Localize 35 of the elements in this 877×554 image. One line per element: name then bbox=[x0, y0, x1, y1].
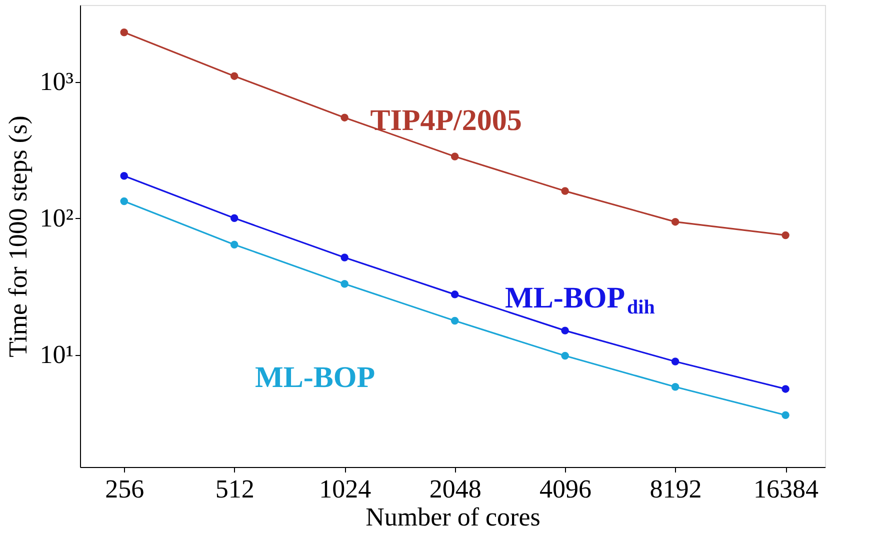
point bbox=[340, 254, 348, 262]
x-axis-title: Number of cores bbox=[366, 502, 540, 532]
y-tick-label: 10¹ bbox=[40, 340, 74, 370]
point bbox=[782, 231, 790, 240]
point bbox=[120, 172, 128, 180]
text: ML-BOP bbox=[255, 360, 376, 394]
point bbox=[782, 385, 790, 393]
y-tick-label: 10² bbox=[40, 204, 74, 233]
point bbox=[671, 383, 680, 391]
point bbox=[671, 358, 680, 366]
point bbox=[450, 316, 459, 325]
point bbox=[340, 114, 348, 122]
point bbox=[671, 218, 680, 226]
x-tick-label: 256 bbox=[105, 474, 144, 504]
point bbox=[120, 197, 128, 206]
x-tick-label: 1024 bbox=[319, 474, 372, 504]
x-tick-label: 512 bbox=[215, 474, 254, 504]
y-axis-title: Time for 1000 steps (s) bbox=[4, 116, 33, 358]
point bbox=[782, 411, 790, 419]
y-tick-label: 10³ bbox=[40, 67, 74, 96]
point bbox=[561, 326, 569, 334]
point bbox=[561, 352, 569, 360]
point bbox=[230, 214, 238, 222]
x-tick-label: 16384 bbox=[754, 474, 819, 504]
point bbox=[450, 290, 459, 298]
series-label: TIP4P/2005 bbox=[370, 104, 522, 138]
point bbox=[230, 72, 238, 80]
x-tick-label: 2048 bbox=[429, 474, 482, 504]
point bbox=[561, 187, 569, 195]
point bbox=[120, 28, 128, 36]
point bbox=[450, 152, 459, 160]
x-tick-label: 8192 bbox=[650, 474, 702, 504]
x-tick-label: 4096 bbox=[540, 474, 592, 504]
point bbox=[230, 240, 238, 248]
point bbox=[340, 280, 348, 288]
